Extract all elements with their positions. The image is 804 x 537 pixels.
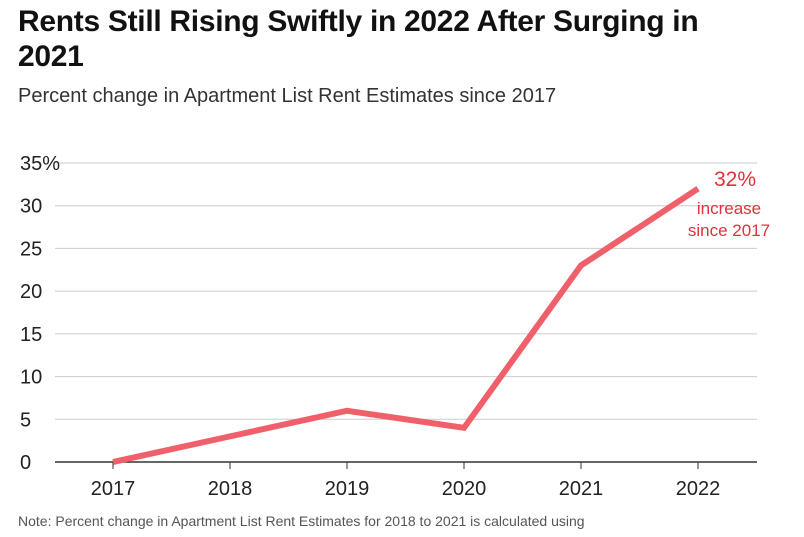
annotation-line2: since 2017 <box>688 221 770 240</box>
y-tick-label: 25 <box>20 238 42 260</box>
chart-subtitle: Percent change in Apartment List Rent Es… <box>18 85 557 107</box>
x-tick-label: 2022 <box>676 478 721 500</box>
x-tick-label: 2017 <box>91 478 136 500</box>
annotation: 32% increase since 2017 <box>688 168 770 240</box>
series-line <box>112 186 700 465</box>
x-tick-label: 2019 <box>325 478 370 500</box>
y-tick-label: 15 <box>20 324 42 346</box>
y-axis-ticks: 0 5 10 15 20 25 30 35% <box>20 153 60 474</box>
y-tick-label: 10 <box>20 367 42 389</box>
y-tick-label: 20 <box>20 281 42 303</box>
y-tick-label: 5 <box>20 409 31 431</box>
y-tick-label: 35% <box>20 153 60 175</box>
y-tick-label: 0 <box>20 452 31 474</box>
x-axis-ticks: 2017 2018 2019 2020 2021 2022 <box>91 462 721 500</box>
x-tick-label: 2021 <box>559 478 604 500</box>
annotation-line1: increase <box>697 199 761 218</box>
annotation-value: 32% <box>714 168 756 191</box>
x-tick-label: 2020 <box>442 478 487 500</box>
x-tick-label: 2018 <box>208 478 253 500</box>
footnote: Note: Percent change in Apartment List R… <box>18 513 585 529</box>
grid-lines <box>55 162 757 463</box>
series-layer <box>112 186 700 465</box>
y-tick-label: 30 <box>20 196 42 218</box>
chart-title: Rents Still Rising Swiftly in 2022 After… <box>18 5 699 73</box>
